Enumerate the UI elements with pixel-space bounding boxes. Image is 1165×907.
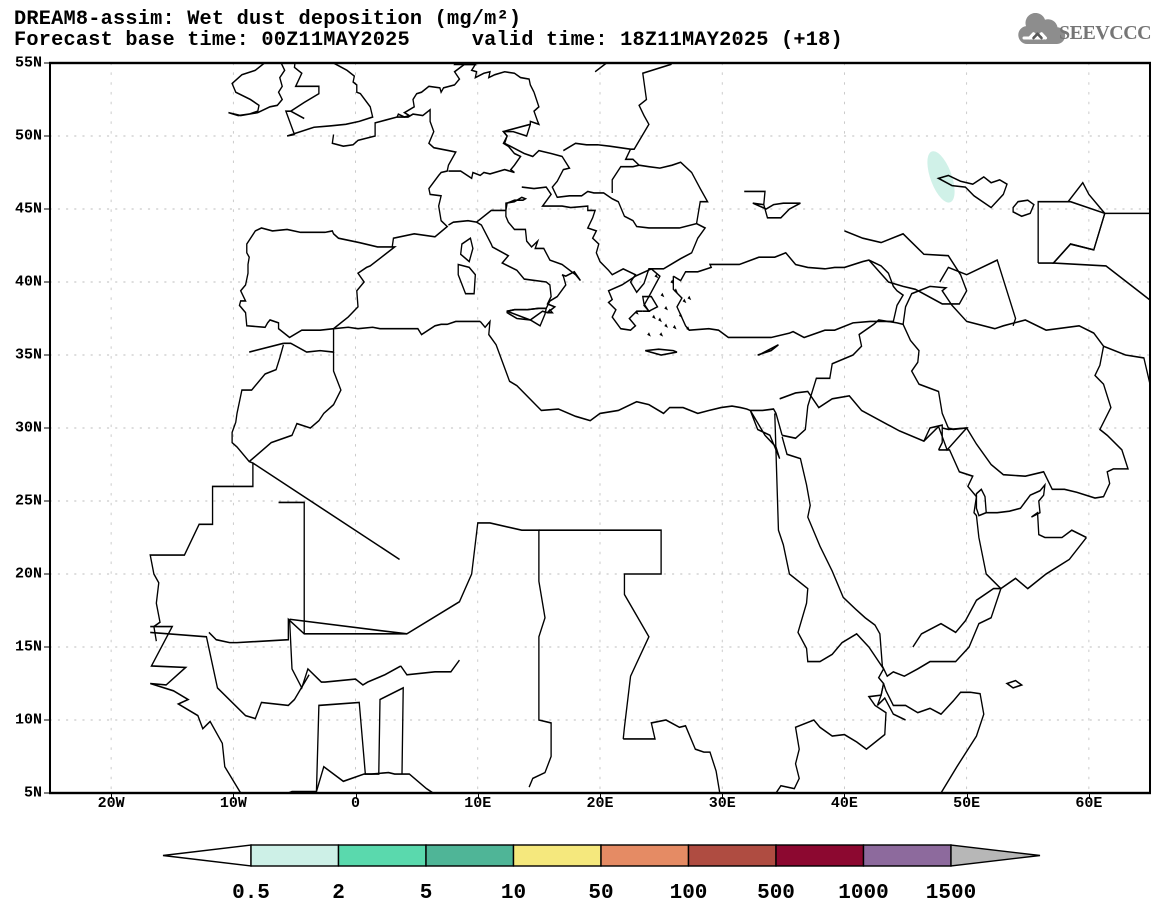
svg-text:100: 100 [670,882,708,905]
svg-text:1000: 1000 [838,882,888,905]
svg-text:10: 10 [501,882,526,905]
svg-text:5: 5 [420,882,433,905]
svg-text:2: 2 [332,882,345,905]
svg-text:50: 50 [588,882,613,905]
svg-text:0.5: 0.5 [232,882,270,905]
svg-text:500: 500 [757,882,795,905]
svg-text:1500: 1500 [926,882,976,905]
